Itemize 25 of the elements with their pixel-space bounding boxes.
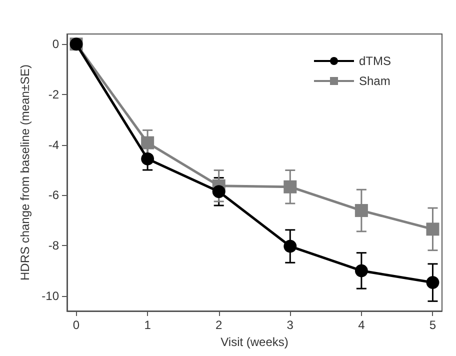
x-tick-label: 0: [72, 318, 80, 332]
x-tick-label: 4: [358, 318, 366, 332]
y-axis-title: HDRS change from baseline (mean±SE): [18, 64, 32, 281]
x-tick-label: 5: [429, 318, 436, 332]
point: [426, 276, 440, 290]
point: [354, 204, 368, 218]
y-tick-label: -8: [48, 238, 60, 253]
point: [141, 136, 154, 150]
y-tick-label: -2: [48, 87, 60, 102]
legend-label: Sham: [358, 74, 390, 88]
legend-label: dTMS: [358, 54, 392, 68]
point: [141, 152, 154, 166]
y-tick-label: -4: [48, 138, 60, 152]
x-tick-label: 2: [216, 318, 223, 332]
point: [426, 222, 440, 236]
point: [212, 185, 226, 198]
y-tick-label: 0: [52, 37, 60, 52]
x-axis-title: Visit (weeks): [220, 334, 288, 349]
x-tick-label: 3: [286, 318, 294, 332]
point: [284, 180, 297, 194]
x-tick-label: 1: [144, 318, 152, 332]
point: [354, 264, 368, 278]
y-tick-label: -6: [48, 188, 60, 202]
point: [284, 240, 297, 253]
y-tick-label: -10: [42, 288, 60, 303]
